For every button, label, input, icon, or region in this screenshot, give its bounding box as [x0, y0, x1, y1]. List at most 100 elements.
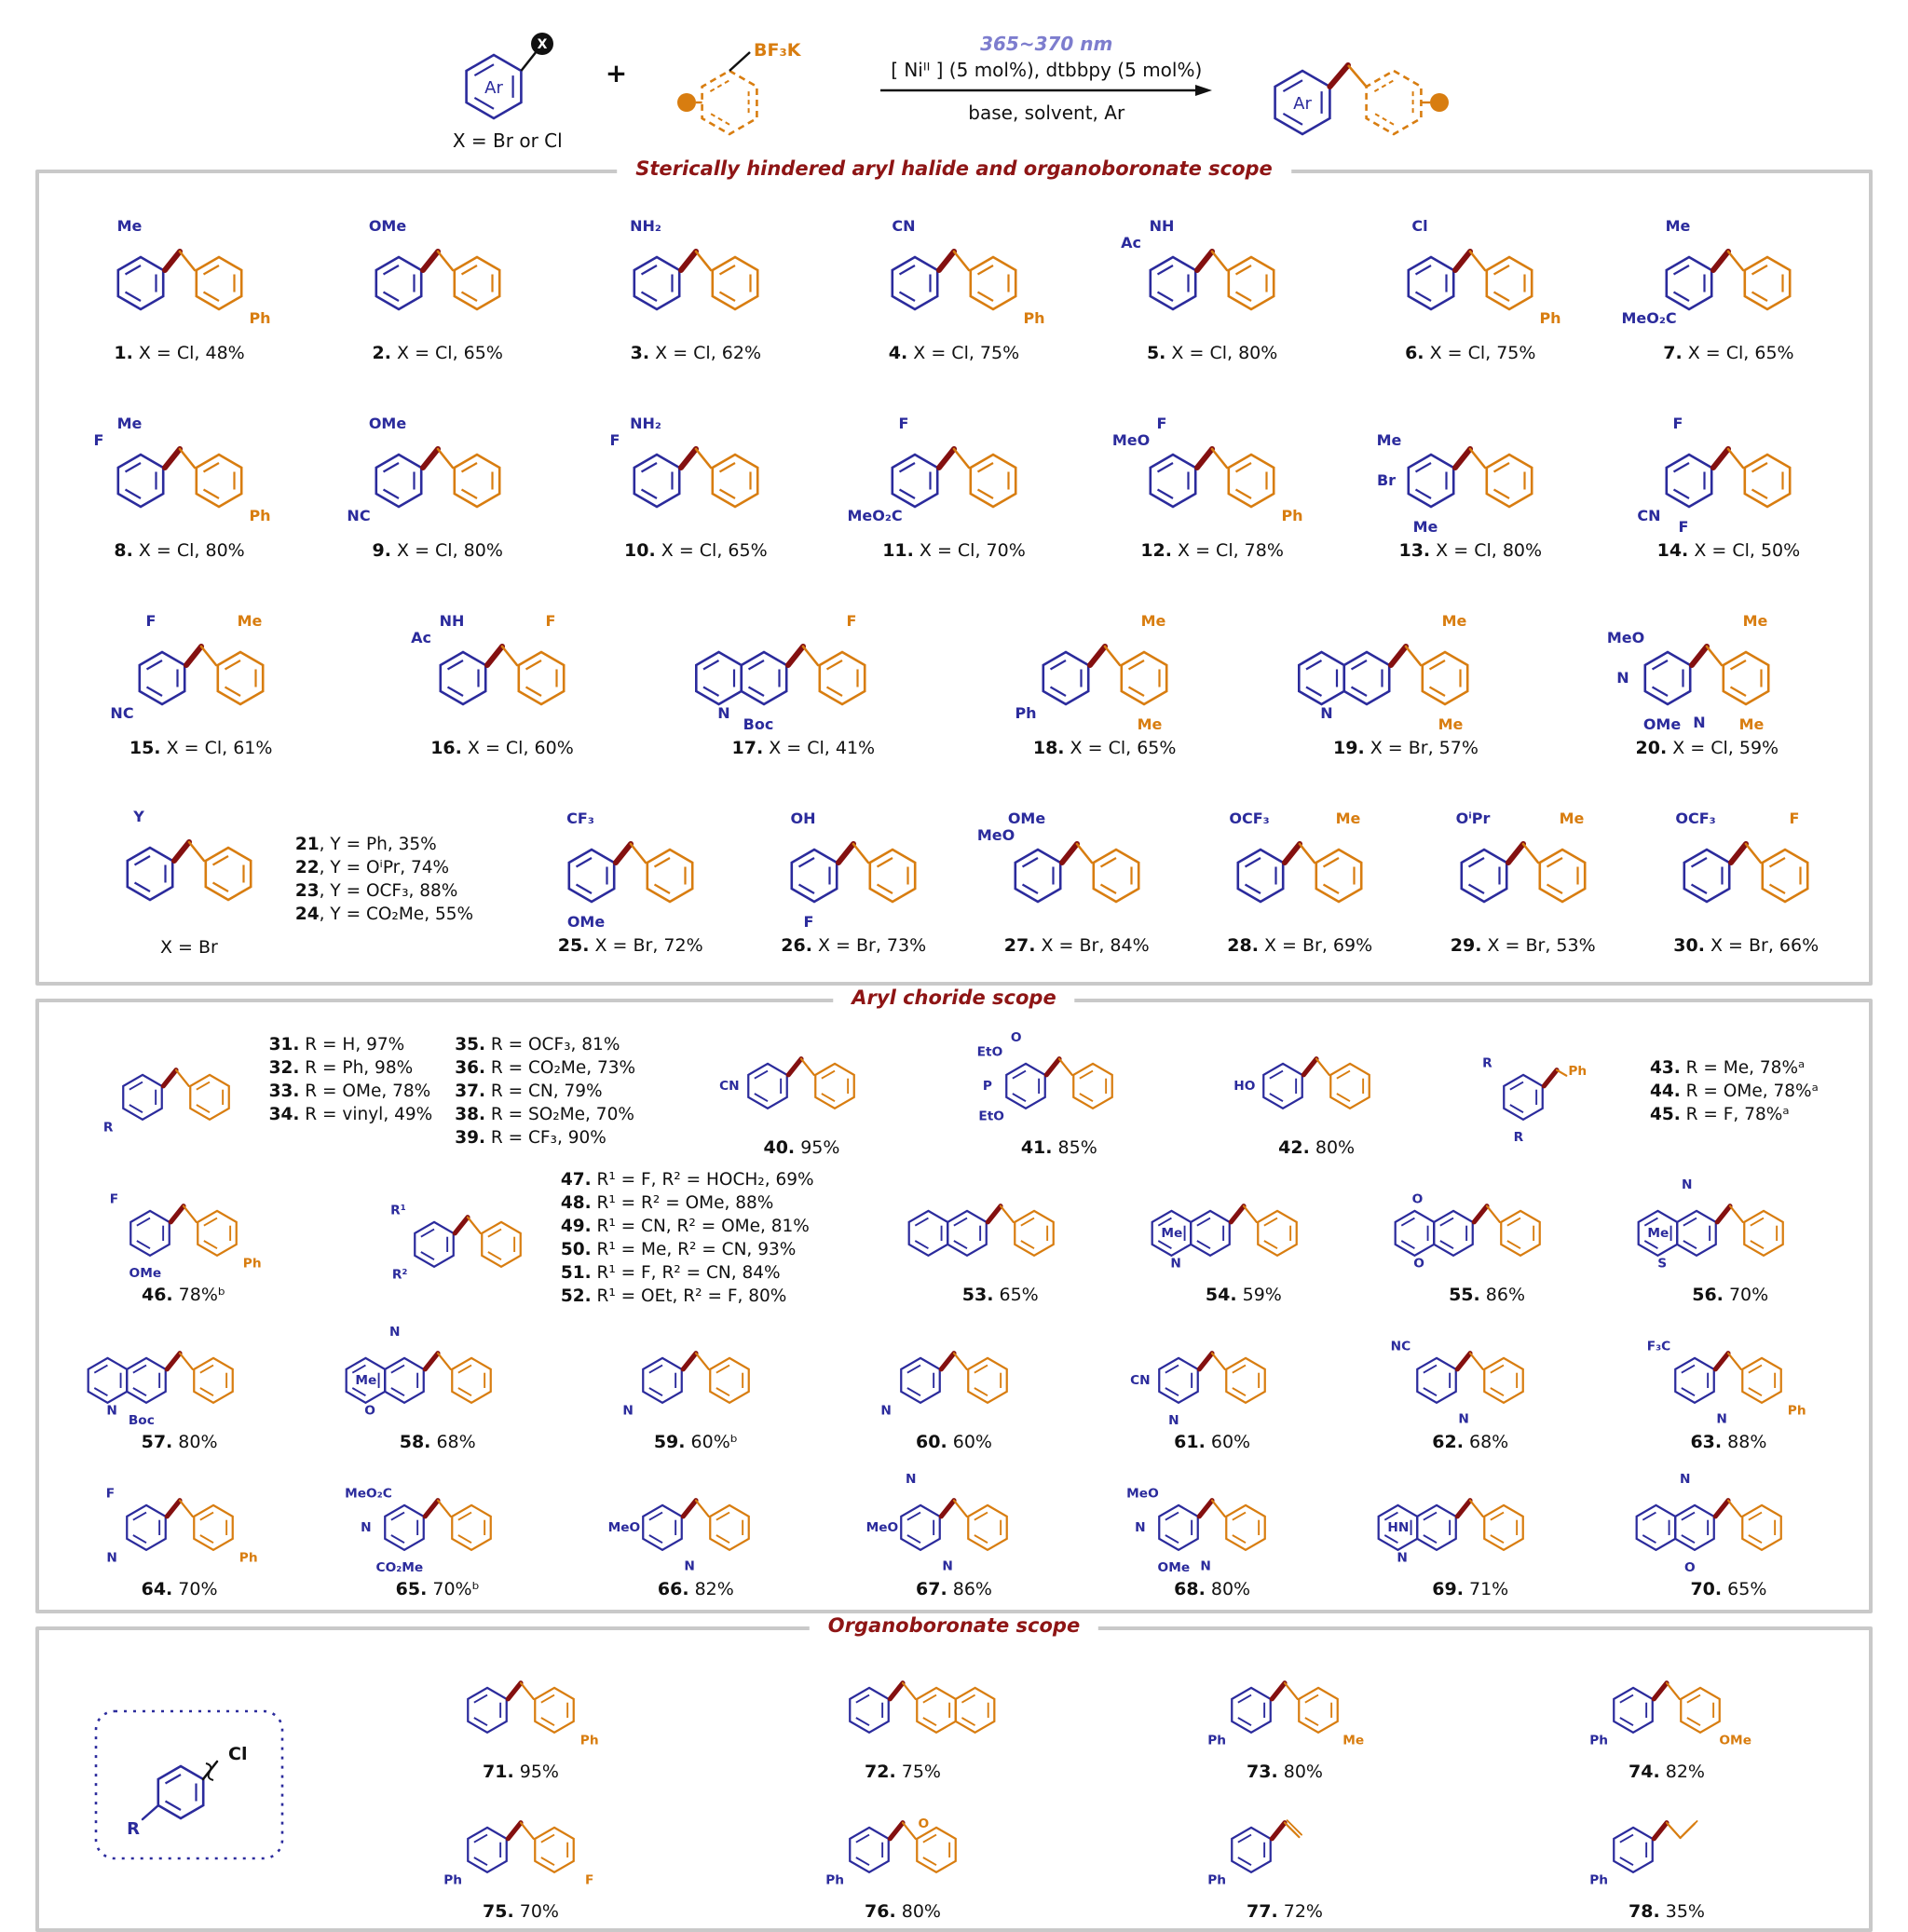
compound-label: 57. 80%: [141, 1432, 218, 1452]
svg-text:N: N: [1682, 1177, 1692, 1192]
compound-cell: Me Br Me 13. X = Cl, 80%: [1342, 408, 1600, 561]
svg-text:MeO: MeO: [1607, 629, 1644, 646]
svg-text:OMe: OMe: [1008, 810, 1046, 827]
variant-line: 24, Y = CO₂Me, 55%: [294, 905, 474, 924]
svg-text:Ph: Ph: [238, 1551, 257, 1566]
compound-structure: MeO₂C N CO₂Me: [345, 1486, 492, 1575]
svg-text:CN: CN: [1130, 1373, 1151, 1388]
compound-structure: N Boc: [87, 1351, 234, 1428]
compound-label: 74. 82%: [1629, 1762, 1705, 1782]
compound-label: 60. 60%: [916, 1432, 992, 1452]
variant-line: 47. R¹ = F, R² = HOCH₂, 69%: [560, 1170, 814, 1190]
svg-text:R: R: [103, 1121, 114, 1136]
compound-row: R 31. R = H, 97% 32. R = Ph, 98% 33. R = OM…: [50, 1017, 1858, 1164]
compound-cell: Me F Ph 8. X = Cl, 80%: [50, 408, 308, 561]
compound-structure: OCF₃ Me: [1230, 810, 1363, 904]
svg-text:F: F: [1790, 810, 1800, 827]
compound-cell: Ph F 75. 70%: [330, 1788, 712, 1922]
compound-label: 12. X = Cl, 78%: [1140, 540, 1284, 561]
compound-label: 25. X = Br, 72%: [557, 935, 703, 956]
compound-structure: Me MeO₂C: [1622, 217, 1792, 327]
svg-text:CN: CN: [1638, 507, 1661, 524]
svg-text:NC: NC: [110, 704, 133, 722]
svg-text:OCF₃: OCF₃: [1230, 810, 1270, 827]
compound-cell: MeO N 66. 82%: [566, 1465, 825, 1599]
compound-label: 18. X = Cl, 65%: [1032, 738, 1177, 758]
compound-label: 6. X = Cl, 75%: [1405, 343, 1536, 363]
compound-cell: Ph Me Me 18. X = Cl, 65%: [954, 605, 1255, 758]
svg-text:Me: Me: [1739, 715, 1765, 733]
svg-text:N: N: [106, 1551, 116, 1566]
compound-label: 8. X = Cl, 80%: [114, 540, 245, 561]
compound-label: 67. 86%: [916, 1579, 992, 1599]
svg-text:Me: Me: [1336, 810, 1361, 827]
svg-text:F: F: [804, 913, 814, 931]
svg-text:OMe: OMe: [1643, 715, 1682, 733]
variant-line: 37. R = CN, 79%: [455, 1081, 603, 1101]
compound-label: 62. 68%: [1432, 1432, 1509, 1452]
compound-row: Me F Ph 8. X = Cl, 80% OMe NC 9. X = Cl, 80% NH…: [50, 386, 1858, 583]
svg-text:F: F: [546, 612, 556, 630]
variant-line: 23, Y = OCF₃, 88%: [294, 881, 458, 901]
svg-text:N: N: [1397, 1551, 1408, 1566]
aryl-chloride-template-box: Cl R: [50, 1704, 330, 1867]
svg-text:Ph: Ph: [580, 1734, 599, 1748]
svg-text:Me: Me: [1377, 431, 1402, 449]
variant-line: 36. R = CO₂Me, 73%: [455, 1057, 636, 1078]
compound-structure: [907, 1204, 1055, 1258]
compound-label: 3. X = Cl, 62%: [630, 343, 762, 363]
compound-cell: Ac NH 5. X = Cl, 80%: [1083, 211, 1342, 363]
svg-text:CN: CN: [720, 1079, 741, 1094]
compound-cell: N 59. 60%ᵇ: [566, 1318, 825, 1452]
svg-text:N: N: [1201, 1558, 1211, 1573]
compound-structure: Me N O: [345, 1325, 492, 1419]
svg-text:MeO: MeO: [607, 1520, 640, 1535]
compound-label: 30. X = Br, 66%: [1673, 935, 1819, 956]
compound-structure: Ph: [1589, 1820, 1698, 1888]
compound-cell: Ac NH F 16. X = Cl, 60%: [351, 605, 652, 758]
compound-structure: OMe NC: [347, 415, 501, 524]
compound-structure: F N Ph: [105, 1486, 257, 1566]
compound-cell: HN N 69. 71%: [1342, 1465, 1600, 1599]
svg-text:Ph: Ph: [1540, 309, 1561, 327]
compound-cell: Me Ph 1. X = Cl, 48%: [50, 211, 308, 363]
compound-label: 55. 86%: [1449, 1285, 1526, 1305]
compound-label: 58. 68%: [399, 1432, 476, 1452]
variant-line: 22, Y = OⁱPr, 74%: [294, 858, 450, 878]
compound-structure: OH F: [790, 810, 917, 931]
svg-text:Me: Me: [1413, 518, 1438, 536]
svg-text:Br: Br: [1377, 471, 1396, 489]
scope-section: Organoboronate scope Cl R Ph 71. 95% 72. 7…: [35, 1614, 1873, 1932]
scope-sections: Sterically hindered aryl halide and orga…: [0, 157, 1908, 1932]
compound-structure: MeO N: [607, 1498, 750, 1573]
svg-text:Me: Me: [1161, 1226, 1182, 1241]
svg-text:F: F: [585, 1873, 593, 1888]
compound-label: 42. 80%: [1278, 1137, 1356, 1158]
svg-text:Me: Me: [116, 217, 142, 235]
svg-text:Ph: Ph: [825, 1873, 844, 1888]
variant-line: 49. R¹ = CN, R² = OMe, 81%: [560, 1217, 810, 1236]
compound-cell: CN N 61. 60%: [1083, 1318, 1342, 1452]
compound-cell: F OMe Ph 46. 78%ᵇ: [50, 1171, 317, 1305]
compound-cell: EtO O P EtO 41. 85%: [922, 1024, 1195, 1158]
compound-cell: OMe MeO 27. X = Br, 84%: [965, 803, 1189, 956]
svg-text:Me: Me: [1342, 1734, 1364, 1748]
svg-text:Ph: Ph: [1207, 1734, 1226, 1748]
scope-section: Aryl choride scope R 31. R = H, 97% 32. R =…: [35, 986, 1873, 1613]
svg-text:OMe: OMe: [1719, 1734, 1751, 1748]
compound-cell: NH₂ F 10. X = Cl, 65%: [566, 408, 825, 561]
svg-text:F: F: [609, 431, 620, 449]
svg-text:O: O: [918, 1816, 929, 1831]
compound-structure: NH₂ F: [609, 415, 759, 509]
variant-line: 34. R = vinyl, 49%: [268, 1104, 433, 1124]
compound-cell: Ph Me 73. 80%: [1094, 1648, 1476, 1782]
compound-label: 75. 70%: [483, 1901, 559, 1922]
svg-text:Ac: Ac: [411, 629, 431, 646]
svg-text:F: F: [899, 415, 909, 432]
svg-text:NH₂: NH₂: [630, 415, 661, 432]
compound-structure: N: [880, 1351, 1008, 1419]
svg-text:S: S: [1657, 1257, 1667, 1272]
compound-cell: F MeO₂C 11. X = Cl, 70%: [825, 408, 1083, 561]
svg-text:O: O: [1412, 1191, 1424, 1206]
svg-text:P: P: [983, 1079, 992, 1094]
